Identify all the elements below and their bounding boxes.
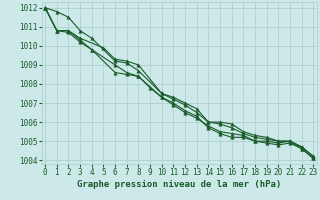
- X-axis label: Graphe pression niveau de la mer (hPa): Graphe pression niveau de la mer (hPa): [77, 180, 281, 189]
